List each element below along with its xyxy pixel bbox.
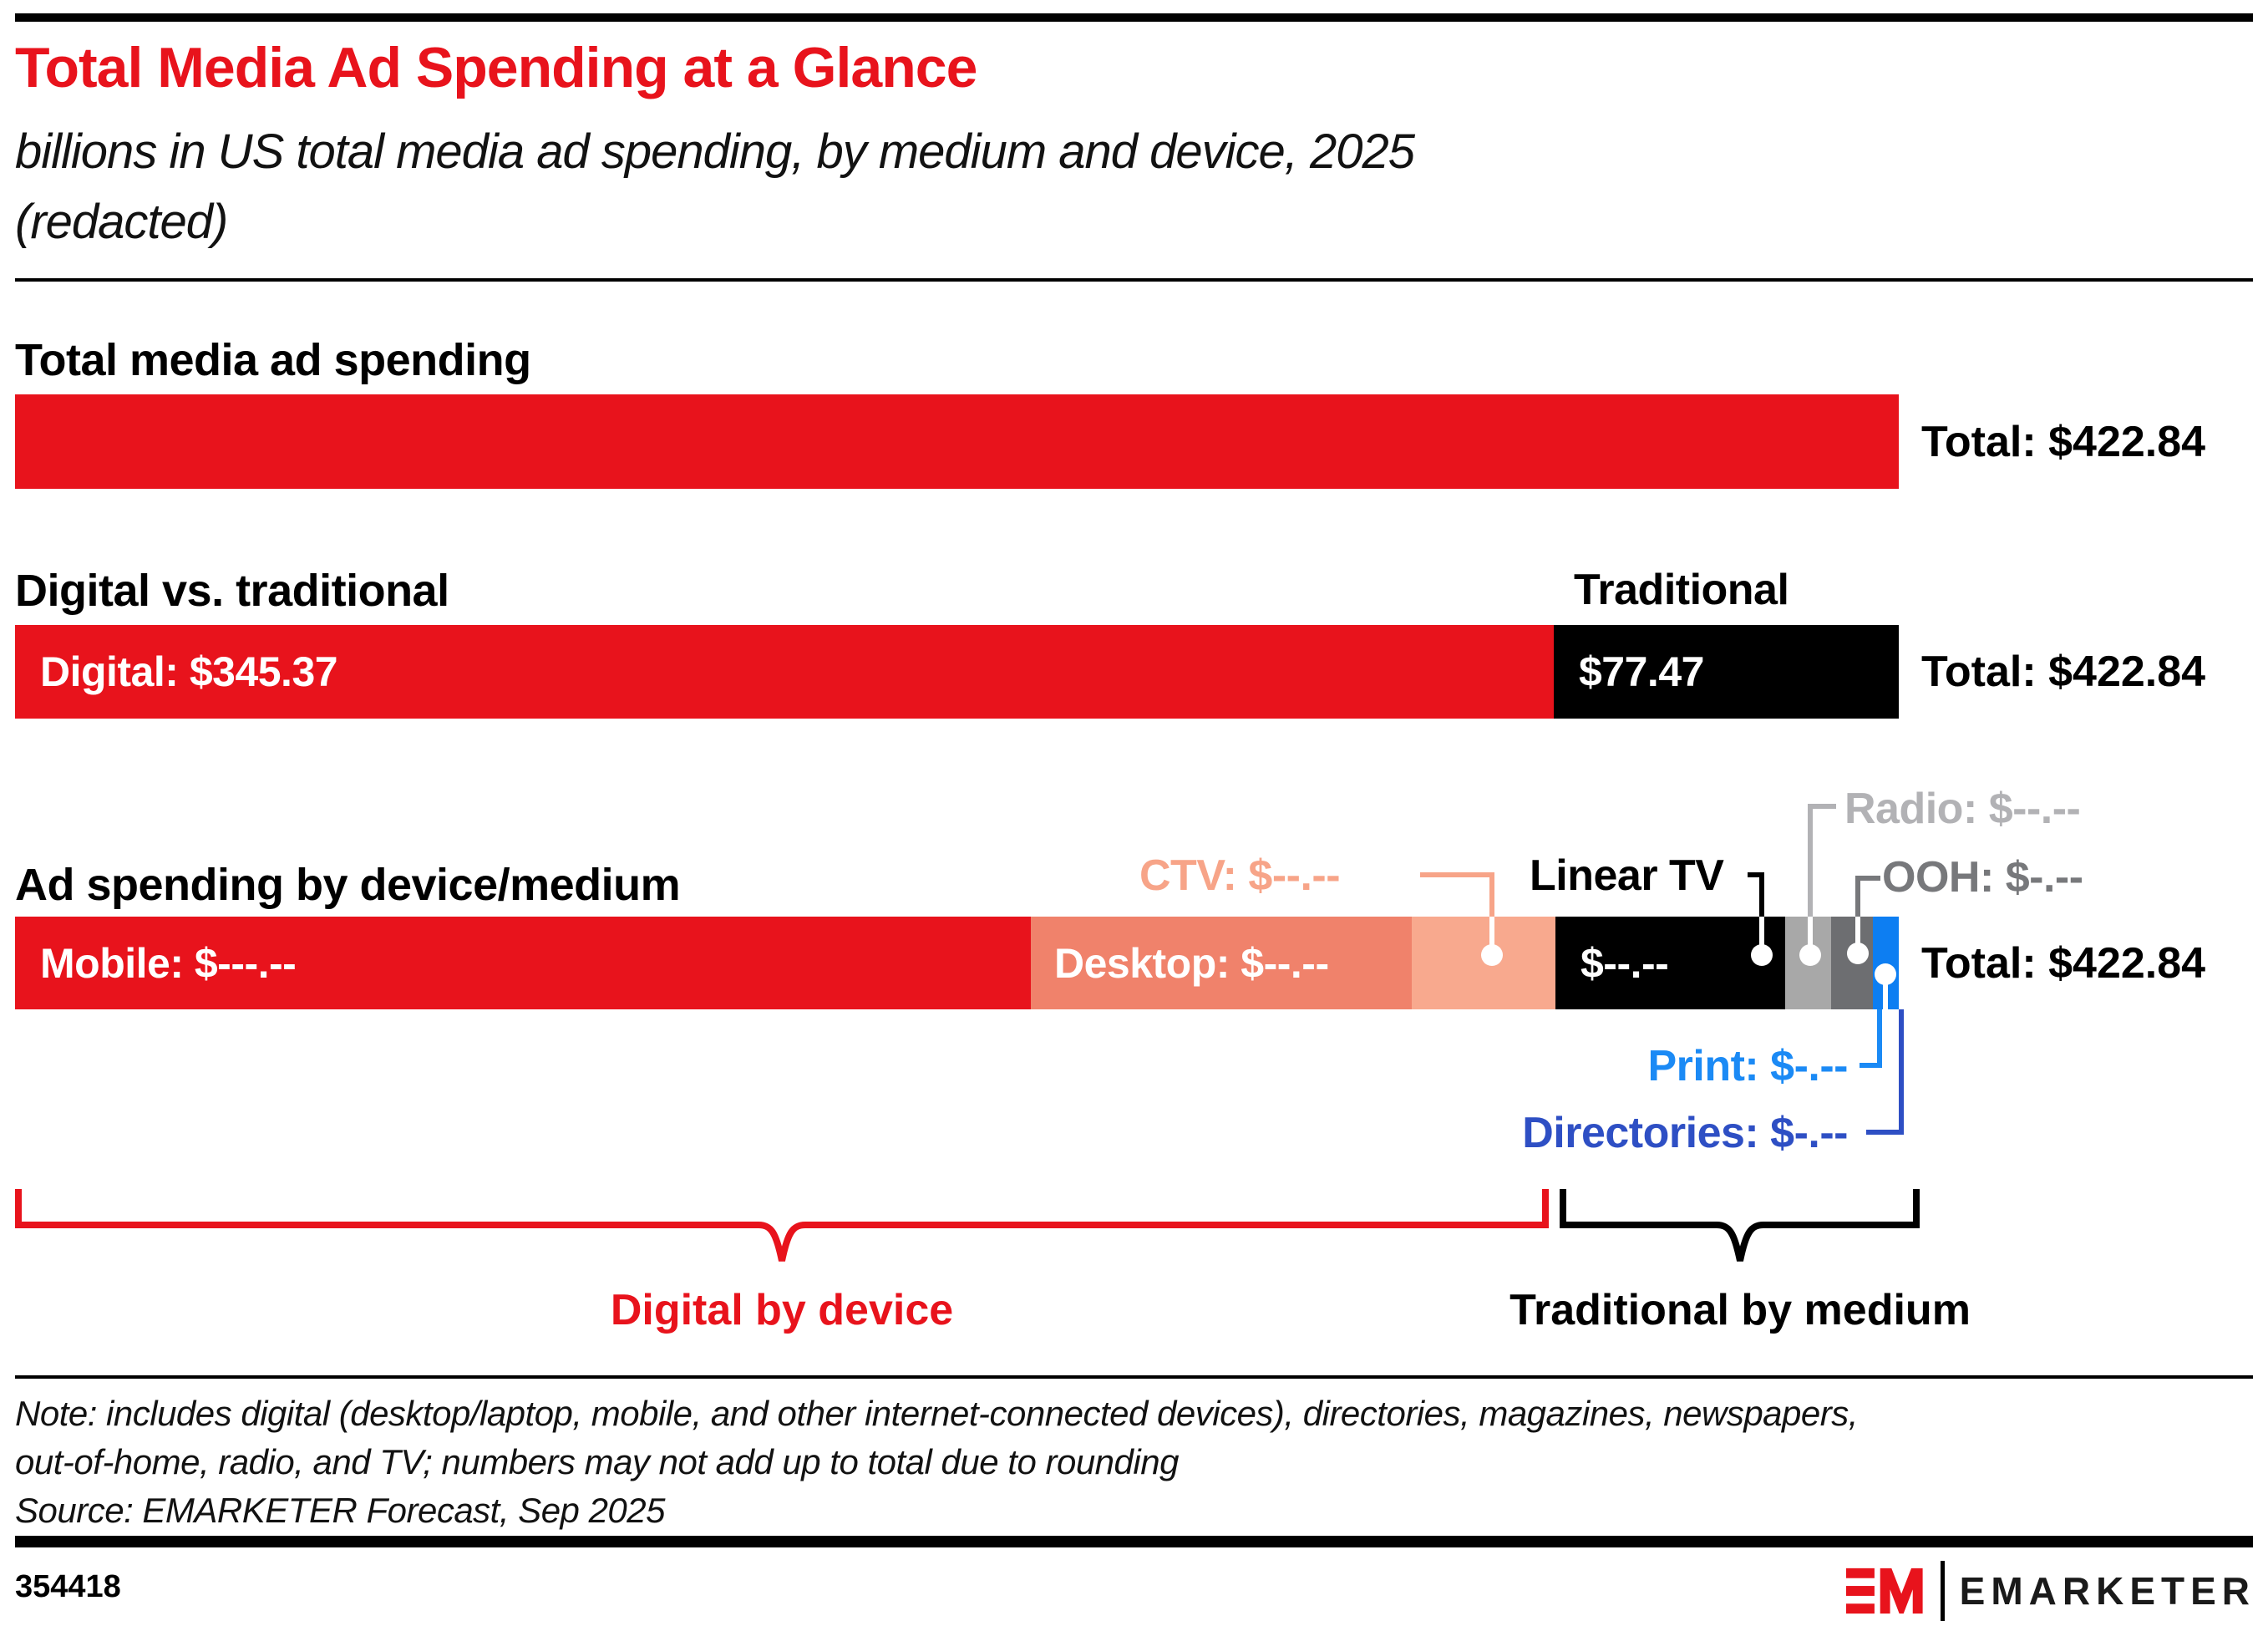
emarketer-wordmark: EMARKETER [1959,1569,2255,1613]
ctv-callout-label: CTV: $--.-- [1139,851,1341,900]
radio-connector-horizontal [1808,804,1836,809]
directories-callout-label: Directories: $-.-- [1522,1109,1848,1157]
section-split-heading: Digital vs. traditional [15,566,449,616]
ooh-connector-horizontal [1855,876,1880,881]
traditional-column-header: Traditional [1574,566,1789,614]
linear-tv-connector-stem [1759,917,1764,948]
blue-segment-dot [1875,963,1896,985]
footer-rule [15,1536,2253,1547]
ooh-connector-dot [1847,943,1869,964]
page-subtitle-line1: billions in US total media ad spending, … [15,124,1415,179]
source-line: Source: EMARKETER Forecast, Sep 2025 [15,1491,666,1530]
total-bar [15,394,1899,489]
emarketer-logo-icon [1845,1568,1923,1614]
ctv-connector-vertical [1489,872,1494,917]
total-bar-total-label: Total: $422.84 [1921,417,2206,466]
split-bar: Digital: $345.37 $77.47 [15,625,1899,719]
print-connector-vertical [1877,1009,1882,1068]
desktop-segment-label: Desktop: $--.-- [1054,939,1329,987]
linear-tv-connector-vertical [1759,872,1764,917]
linear-tv-connector-dot [1751,944,1773,966]
note-line1: Note: includes digital (desktop/laptop, … [15,1394,1858,1433]
mobile-segment-label: Mobile: $---.-- [40,939,297,987]
chart-id: 354418 [15,1569,121,1604]
digital-segment: Digital: $345.37 [15,625,1554,719]
blue-segment-stem [1883,983,1888,1009]
radio-callout-label: Radio: $--.-- [1844,785,2081,833]
radio-connector-vertical [1808,804,1813,917]
traditional-segment: $77.47 [1554,625,1899,719]
radio-connector-stem [1808,917,1813,948]
note-line2: out-of-home, radio, and TV; numbers may … [15,1442,1179,1481]
section-device-heading: Ad spending by device/medium [15,860,681,910]
ctv-connector-dot [1481,944,1503,966]
note-divider [15,1375,2253,1379]
directories-connector-vertical [1899,1009,1904,1135]
radio-connector-dot [1799,944,1821,966]
linear-tv-callout-label: Linear TV [1530,851,1724,900]
device-medium-bar: Mobile: $---.-- Desktop: $--.-- $--.-- [15,917,1899,1009]
device-bar-total-label: Total: $422.84 [1921,938,2206,988]
page-subtitle-line2: (redacted) [15,195,228,249]
linear-tv-segment: $--.-- [1555,917,1785,1009]
ooh-callout-label: OOH: $-.-- [1882,853,2083,902]
ctv-connector-horizontal [1420,872,1494,877]
digital-segment-label: Digital: $345.37 [40,648,338,695]
logo-divider [1940,1561,1945,1621]
ooh-connector-stem [1855,917,1860,947]
page-title: Total Media Ad Spending at a Glance [15,36,977,99]
desktop-segment: Desktop: $--.-- [1031,917,1412,1009]
ooh-connector-vertical [1855,876,1860,917]
digital-bracket-label: Digital by device [610,1286,954,1334]
traditional-segment-value: $77.47 [1579,648,1704,695]
mobile-segment: Mobile: $---.-- [15,917,1031,1009]
linear-tv-connector-horizontal [1748,872,1764,877]
emarketer-logo: EMARKETER [1845,1561,2255,1621]
linear-tv-segment-value: $--.-- [1580,939,1669,987]
group-brackets [15,1189,1920,1262]
top-rule [15,13,2253,22]
ctv-segment [1412,917,1555,1009]
ctv-connector-stem [1489,917,1494,948]
section-total-heading: Total media ad spending [15,335,531,385]
print-connector-horizontal [1860,1063,1882,1068]
total-bar-segment [15,394,1899,489]
digital-bracket [15,1189,1549,1262]
traditional-bracket-label: Traditional by medium [1509,1286,1971,1334]
header-divider [15,278,2253,282]
directories-connector-horizontal [1866,1130,1904,1135]
print-callout-label: Print: $-.-- [1647,1042,1848,1090]
split-bar-total-label: Total: $422.84 [1921,648,2206,696]
traditional-bracket [1560,1189,1920,1262]
